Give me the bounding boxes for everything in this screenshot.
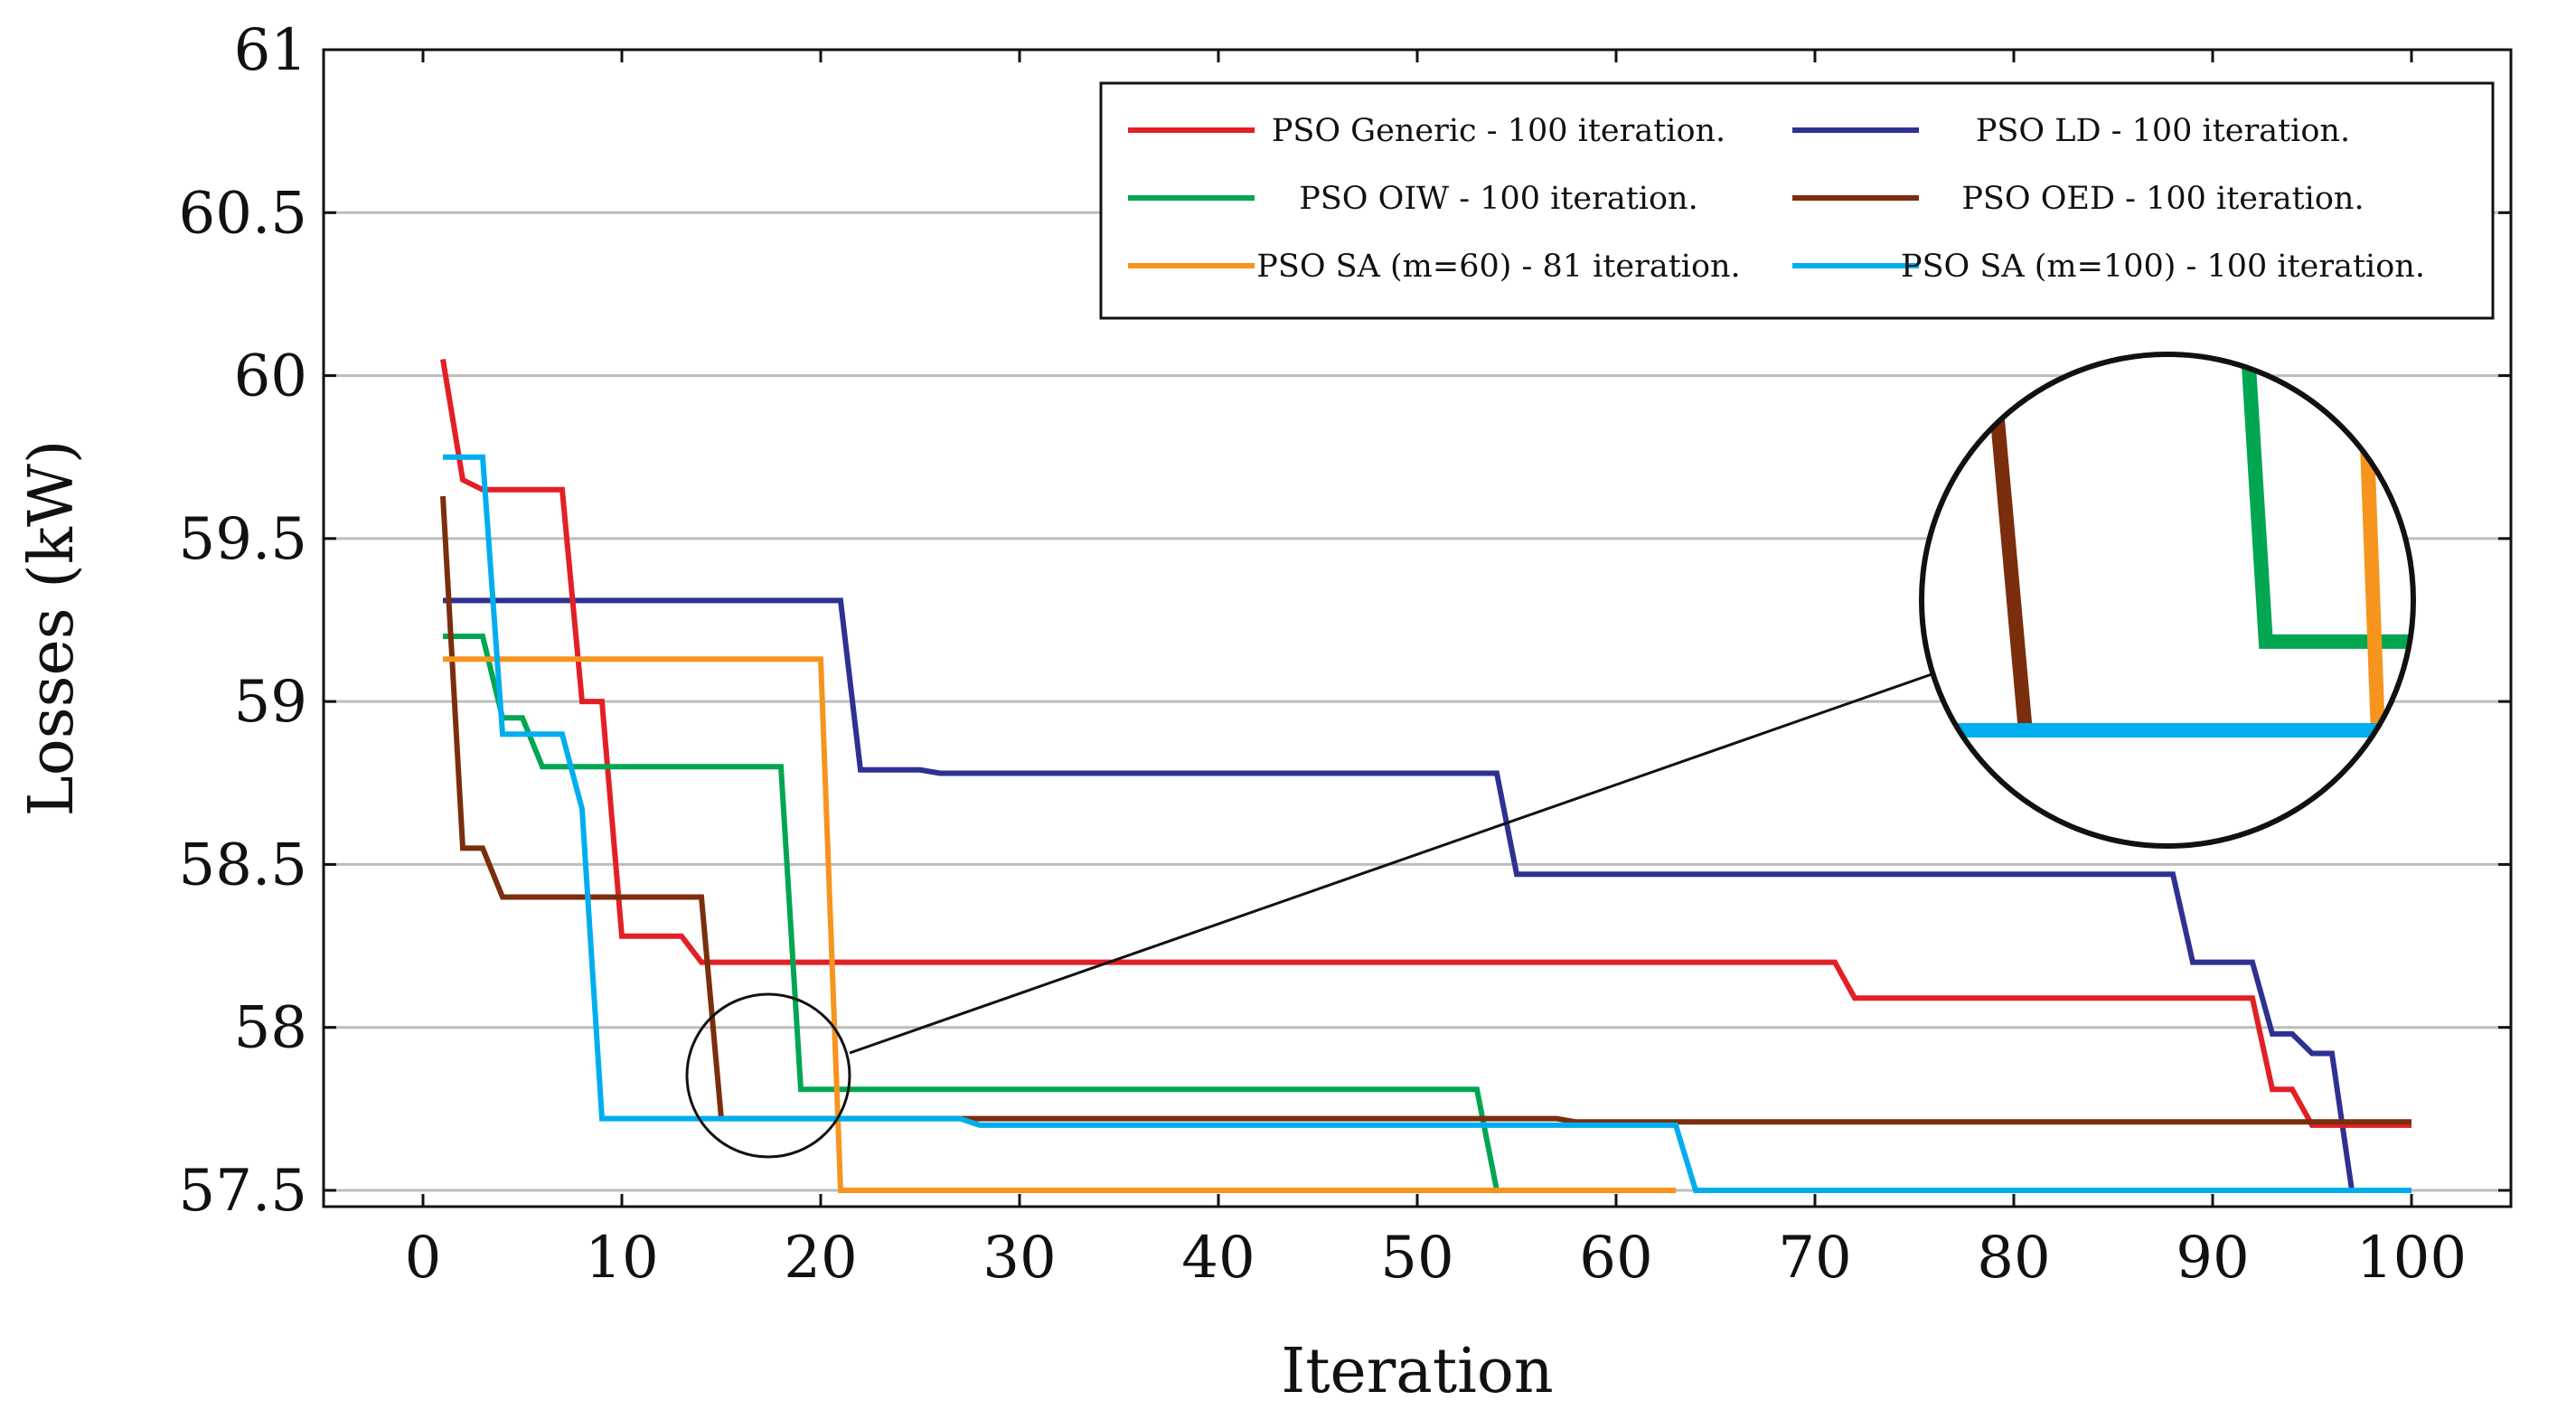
legend: PSO Generic - 100 iteration. PSO LD - 100… (1099, 81, 2495, 320)
series-line (443, 656, 1676, 1193)
x-tick-label: 20 (784, 1225, 857, 1292)
x-tick-label: 90 (2176, 1225, 2249, 1292)
y-tick-label: 58.5 (179, 832, 308, 898)
y-tick-label: 60 (234, 343, 307, 410)
y-tick-label: 61 (234, 17, 307, 84)
y-tick-label: 60.5 (179, 180, 308, 247)
legend-label: PSO LD - 100 iteration. (1976, 113, 2350, 149)
x-tick-label: 60 (1579, 1225, 1652, 1292)
x-tick-label: 100 (2356, 1225, 2467, 1292)
y-tick-label: 59 (234, 669, 307, 736)
x-tick-label: 80 (1977, 1225, 2050, 1292)
zoom-source-circle (685, 992, 851, 1159)
x-tick-label: 70 (1778, 1225, 1851, 1292)
zoom-connector (849, 672, 1935, 1055)
x-tick-label: 40 (1181, 1225, 1255, 1292)
series-line (443, 597, 2355, 1191)
x-tick-label: 10 (585, 1225, 658, 1292)
axis-ticks: 57.5 58 58.5 59 59.5 60 60.5 61 0 10 20 30 40 50 60 70 8… (179, 17, 2511, 1292)
x-tick-label: 30 (982, 1225, 1056, 1292)
legend-label: PSO OED - 100 iteration. (1961, 181, 2364, 217)
series-line (440, 359, 2411, 1128)
series-layer (440, 359, 2411, 1193)
x-tick-label: 50 (1380, 1225, 1453, 1292)
series-line (443, 454, 2411, 1193)
y-axis-title: Losses (kW) (16, 440, 88, 817)
legend-label: PSO SA (m=100) - 100 iteration. (1901, 249, 2425, 285)
y-tick-label: 59.5 (179, 506, 308, 573)
x-tick-label: 0 (405, 1225, 442, 1292)
zoom-inset (685, 352, 2416, 1159)
zoom-circle-border (1919, 352, 2416, 849)
legend-label: PSO Generic - 100 iteration. (1272, 113, 1725, 149)
legend-label: PSO SA (m=60) - 81 iteration. (1256, 249, 1740, 285)
series-line (443, 634, 1500, 1191)
y-tick-label: 58 (234, 995, 307, 1062)
legend-label: PSO OIW - 100 iteration. (1299, 181, 1697, 217)
series-line (440, 495, 2411, 1125)
x-axis-title: Iteration (1281, 1336, 1553, 1407)
y-tick-label: 57.5 (179, 1158, 308, 1225)
